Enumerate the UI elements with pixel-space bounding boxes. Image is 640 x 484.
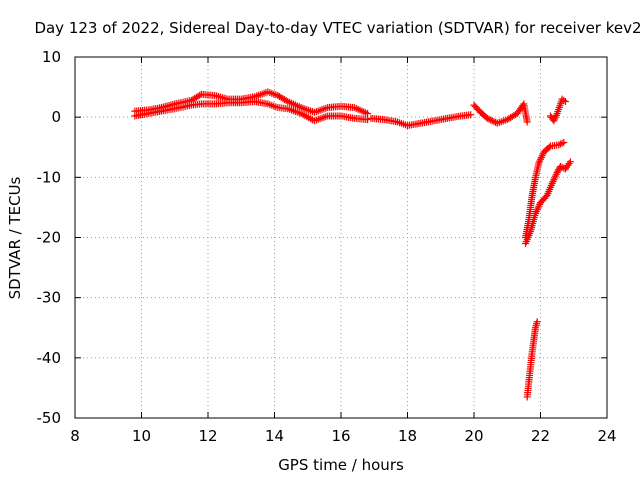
x-tick-label: 22 (531, 427, 550, 445)
y-tick-label: -20 (37, 229, 62, 247)
x-tick-label: 16 (331, 427, 350, 445)
data-point (483, 114, 491, 122)
data-point (556, 140, 564, 148)
x-tick-label: 18 (398, 427, 417, 445)
data-point (560, 138, 568, 146)
data-point (561, 98, 569, 106)
data-point (555, 141, 563, 149)
data-point (558, 139, 566, 147)
data-points (131, 88, 574, 401)
y-tick-label: 10 (42, 48, 61, 66)
x-tick-label: 10 (132, 427, 151, 445)
y-tick-label: -50 (37, 409, 62, 427)
data-point (487, 116, 495, 124)
data-point (554, 167, 562, 175)
chart-title: Day 123 of 2022, Sidereal Day-to-day VTE… (34, 19, 640, 37)
y-tick-label: -30 (37, 289, 62, 307)
x-tick-label: 12 (198, 427, 217, 445)
data-point (364, 116, 372, 124)
data-point (560, 96, 568, 104)
data-point (485, 115, 493, 123)
x-tick-label: 14 (265, 427, 284, 445)
data-point (566, 158, 574, 166)
data-point (490, 118, 498, 126)
data-point (364, 110, 372, 118)
data-point (523, 118, 531, 126)
x-tick-label: 8 (70, 427, 80, 445)
y-axis-label: SDTVAR / TECUs (6, 176, 24, 299)
data-point (533, 318, 541, 326)
axis-ticks: 8 10 12 14 16 18 20 22 24 -50 -40 -30 -20 -10 0 10 (37, 48, 617, 445)
data-point (556, 163, 564, 171)
x-axis-label: GPS time / hours (278, 456, 404, 474)
data-point (488, 117, 496, 125)
x-tick-label: 24 (597, 427, 616, 445)
data-point (553, 169, 561, 177)
data-point (467, 111, 475, 119)
y-tick-label: -40 (37, 349, 62, 367)
data-point (196, 91, 204, 99)
data-point (282, 97, 290, 105)
data-point (545, 143, 553, 151)
y-tick-label: -10 (37, 168, 62, 186)
y-tick-label: 0 (51, 108, 61, 126)
x-tick-label: 20 (464, 427, 483, 445)
